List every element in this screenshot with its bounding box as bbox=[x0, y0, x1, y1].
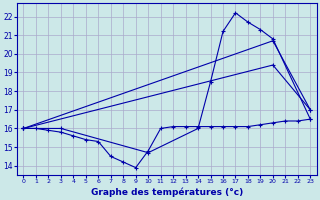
X-axis label: Graphe des températures (°c): Graphe des températures (°c) bbox=[91, 187, 243, 197]
